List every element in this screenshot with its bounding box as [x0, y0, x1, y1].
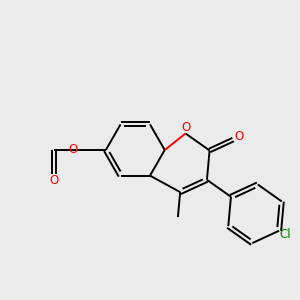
Text: O: O — [182, 121, 191, 134]
Text: O: O — [50, 174, 59, 187]
Text: Cl: Cl — [279, 229, 291, 242]
Text: O: O — [234, 130, 244, 143]
Text: O: O — [69, 143, 78, 157]
